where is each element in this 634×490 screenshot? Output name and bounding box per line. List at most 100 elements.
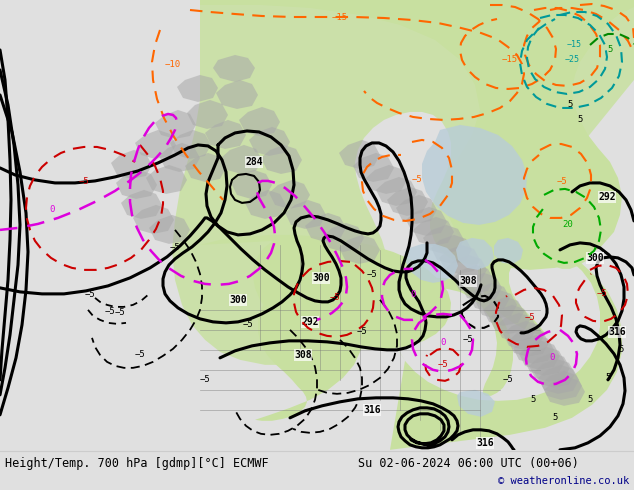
Polygon shape [541,371,582,400]
Text: −15: −15 [502,55,518,65]
Polygon shape [544,377,585,406]
Polygon shape [396,195,437,224]
Text: −5: −5 [243,320,254,329]
Polygon shape [269,180,310,209]
Polygon shape [494,238,523,264]
Text: −5: −5 [79,177,89,186]
Text: −5: −5 [356,327,367,336]
Polygon shape [205,120,246,149]
Polygon shape [135,130,176,159]
Text: 292: 292 [598,192,616,202]
Polygon shape [446,255,487,284]
Polygon shape [453,265,494,294]
Polygon shape [405,244,458,283]
Polygon shape [323,223,364,252]
Text: −5: −5 [524,314,535,322]
Text: −5: −5 [463,335,474,344]
Polygon shape [146,165,187,194]
Text: −5: −5 [330,294,340,302]
Text: −5: −5 [366,270,377,279]
Text: 0: 0 [549,353,555,363]
Text: −5: −5 [503,375,514,384]
Text: 5: 5 [567,100,573,109]
Polygon shape [172,0,634,365]
Polygon shape [431,235,472,264]
Polygon shape [439,245,480,274]
Text: −5: −5 [105,307,115,317]
Text: −5: −5 [437,360,448,369]
Polygon shape [503,321,544,350]
Polygon shape [261,145,302,174]
Polygon shape [461,273,502,302]
Polygon shape [170,130,211,159]
Polygon shape [519,341,560,370]
Text: 300: 300 [586,253,604,263]
Polygon shape [476,290,517,319]
Polygon shape [513,335,554,364]
Text: 284: 284 [245,157,263,167]
Polygon shape [339,140,380,169]
Text: −5: −5 [170,244,181,252]
Polygon shape [245,190,286,219]
Polygon shape [200,0,634,270]
Text: 5: 5 [530,395,536,404]
Text: 5: 5 [605,373,611,382]
Text: −5: −5 [411,175,422,184]
Polygon shape [413,217,454,246]
Polygon shape [483,297,524,326]
Polygon shape [213,55,255,82]
Polygon shape [200,235,451,350]
Text: Su 02-06-2024 06:00 UTC (00+06): Su 02-06-2024 06:00 UTC (00+06) [358,457,579,470]
Polygon shape [239,107,280,136]
Text: −15: −15 [567,41,581,49]
Text: 5: 5 [607,46,612,54]
Text: 292: 292 [301,317,319,327]
Polygon shape [489,305,530,334]
Polygon shape [177,75,218,102]
Polygon shape [249,127,290,156]
Polygon shape [185,153,226,182]
Polygon shape [457,390,495,417]
Polygon shape [155,110,196,139]
Text: −5: −5 [134,350,145,359]
Text: 0: 0 [440,339,446,347]
Text: 316: 316 [363,405,381,415]
Text: −15: −15 [332,14,348,23]
Text: 5: 5 [552,414,558,422]
Polygon shape [496,313,537,342]
Text: 20: 20 [562,220,573,229]
Polygon shape [305,213,346,242]
Polygon shape [255,285,363,421]
Polygon shape [231,170,272,199]
Text: 5: 5 [618,345,624,354]
Text: 0: 0 [49,205,55,215]
Polygon shape [456,238,494,270]
Text: Height/Temp. 700 hPa [gdmp][°C] ECMWF: Height/Temp. 700 hPa [gdmp][°C] ECMWF [5,457,269,470]
Polygon shape [524,347,565,376]
Text: © weatheronline.co.uk: © weatheronline.co.uk [498,476,629,486]
Polygon shape [221,145,262,174]
Text: 0: 0 [410,291,416,299]
Text: 308: 308 [459,276,477,286]
Polygon shape [339,235,380,264]
Polygon shape [387,187,428,216]
Polygon shape [187,100,228,129]
Text: −10: −10 [165,60,181,70]
Polygon shape [508,328,549,357]
Polygon shape [216,80,258,109]
Text: 316: 316 [608,327,626,337]
Text: −5: −5 [597,290,607,298]
Polygon shape [534,359,575,388]
Polygon shape [422,125,527,225]
Polygon shape [469,283,510,312]
Polygon shape [423,225,464,254]
Polygon shape [529,353,570,382]
Text: −5: −5 [115,308,126,318]
Polygon shape [376,177,417,206]
Polygon shape [353,153,394,182]
Polygon shape [149,215,190,244]
Polygon shape [121,190,162,219]
Polygon shape [133,205,174,234]
Text: 5: 5 [578,116,583,124]
Text: 316: 316 [476,438,494,448]
